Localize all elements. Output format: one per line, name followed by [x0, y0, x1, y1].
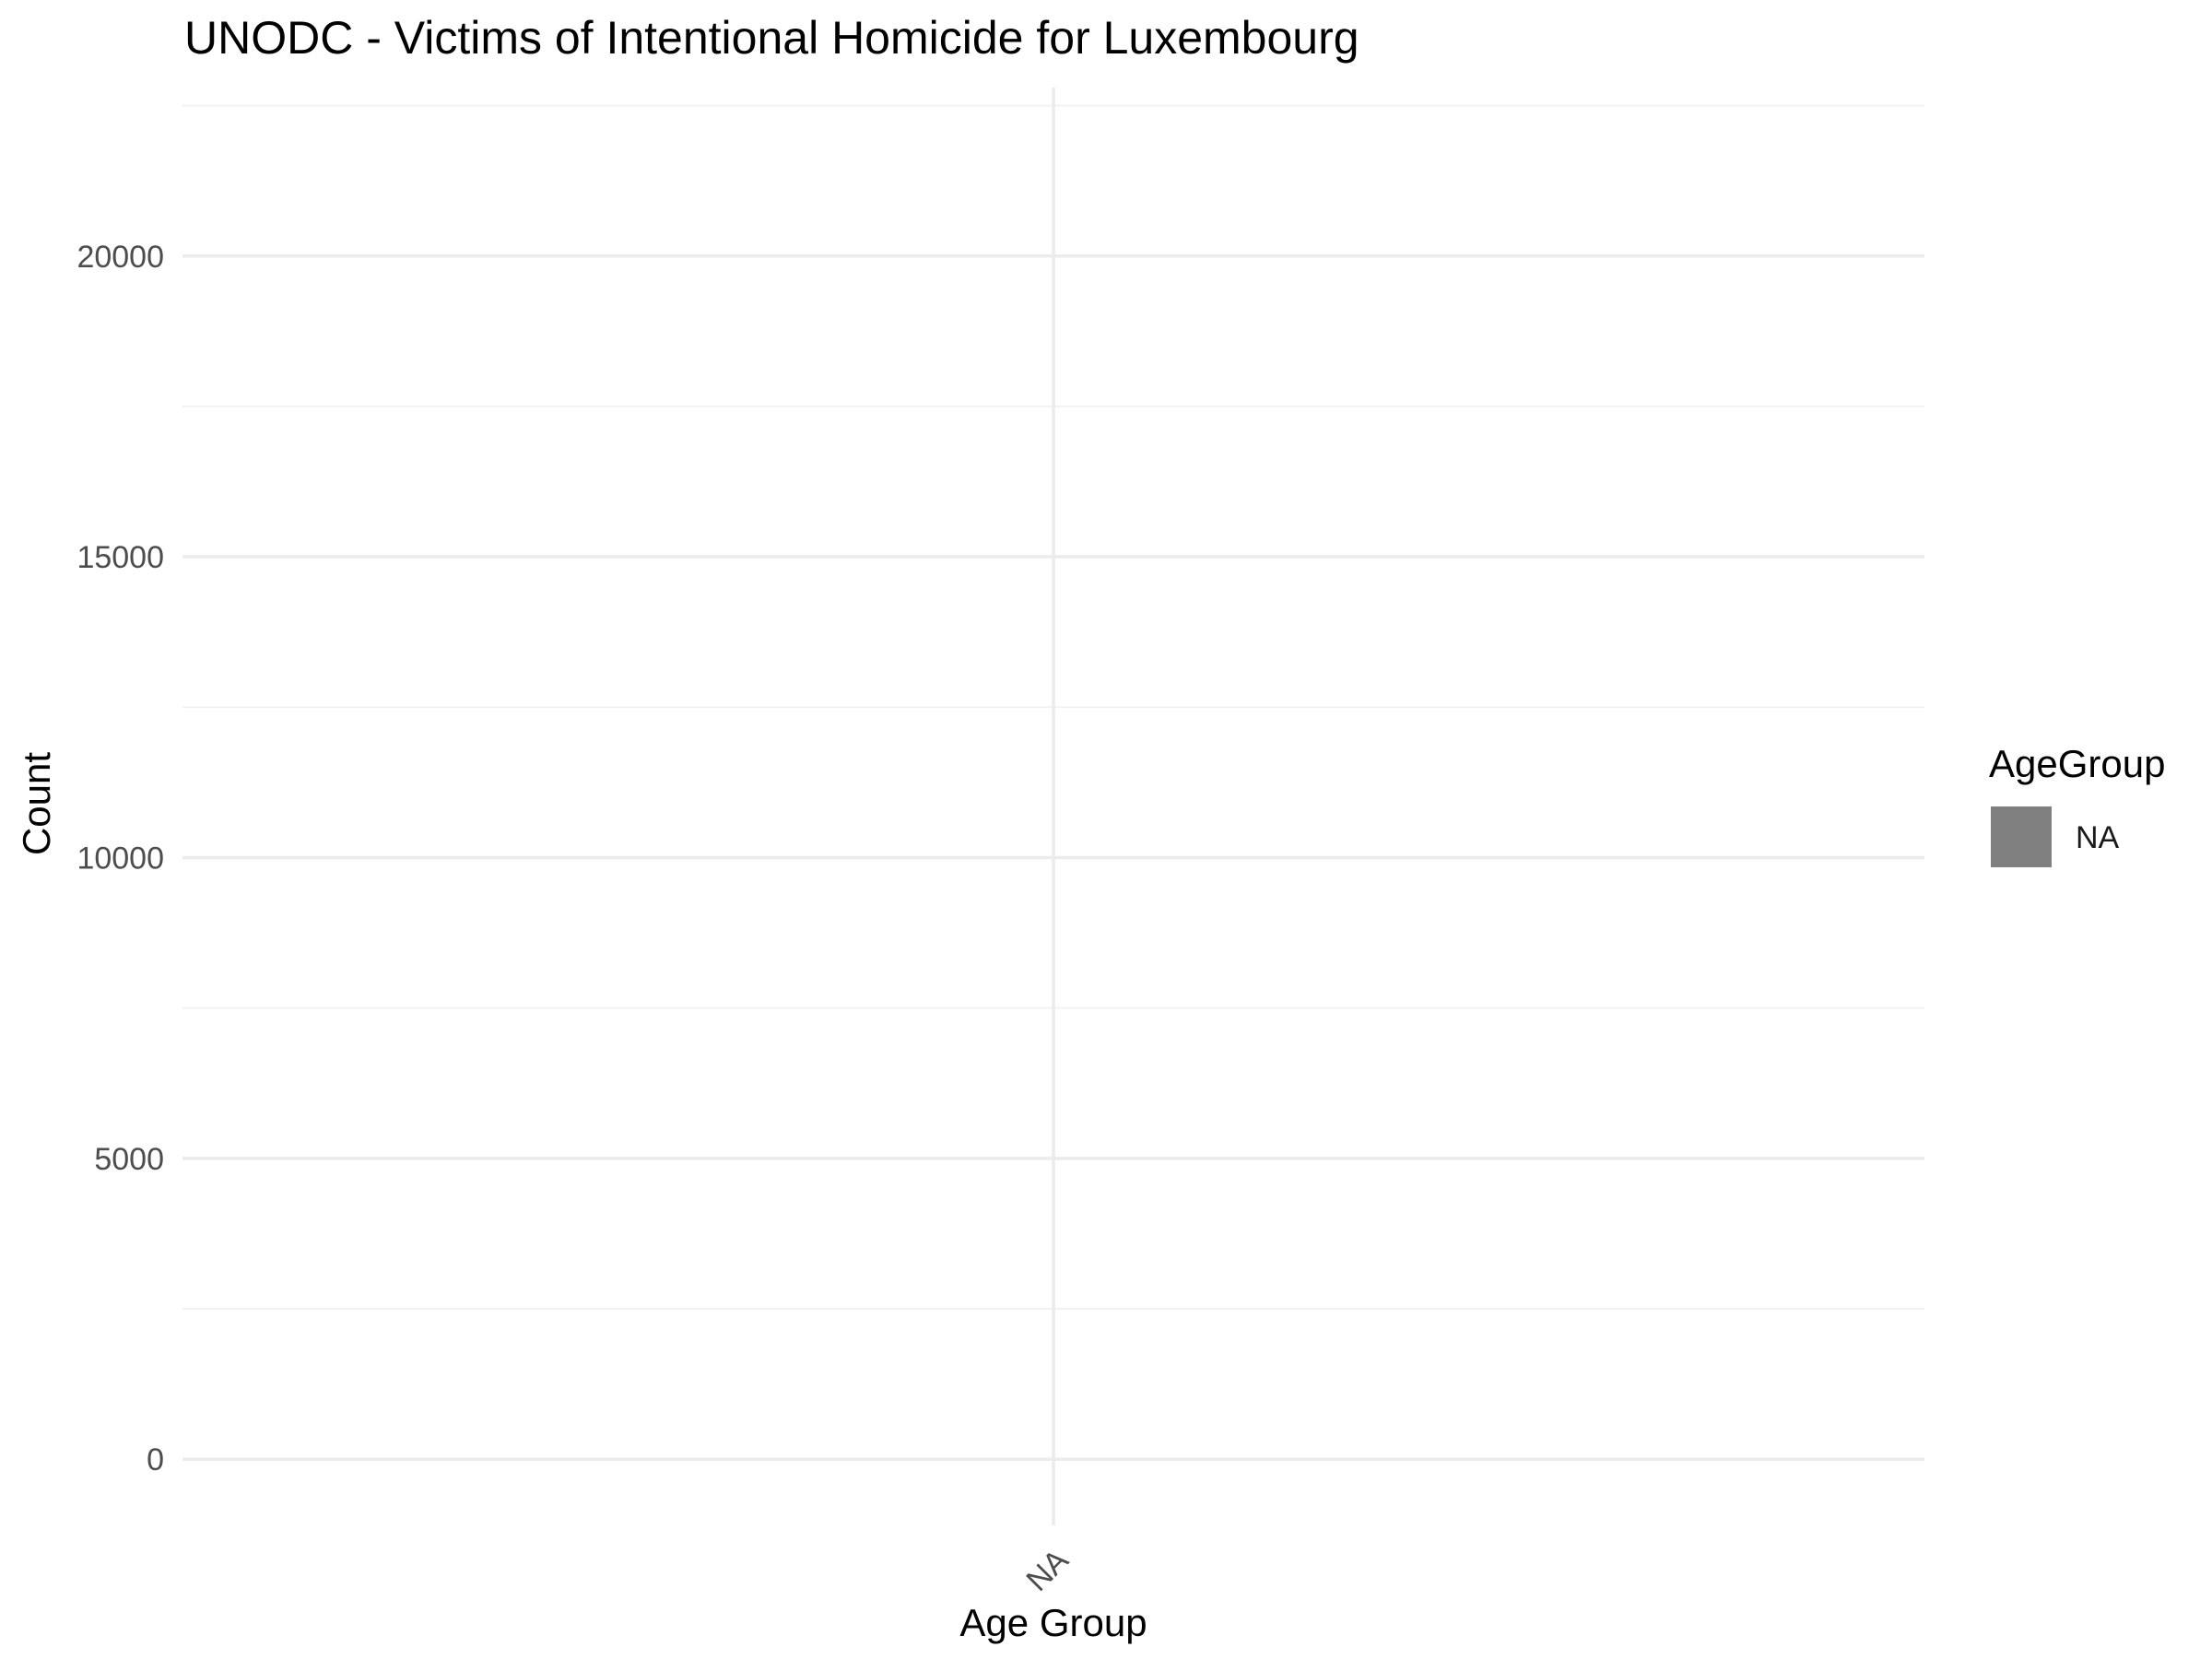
chart-title: UNODC - Victims of Intentional Homicide … [184, 12, 1359, 64]
legend-title: AgeGroup [1989, 742, 2165, 785]
y-tick-label: 10000 [76, 841, 164, 876]
grid-major [182, 88, 1924, 1525]
y-axis-ticks: 0 5000 10000 15000 20000 [76, 240, 164, 1477]
x-axis-title: Age Group [959, 1601, 1147, 1644]
plot-area [182, 88, 1924, 1525]
legend-label: NA [2076, 820, 2120, 855]
legend-swatch [1991, 806, 2052, 867]
legend-entries: NA [1991, 806, 2120, 867]
y-tick-label: 5000 [94, 1142, 164, 1177]
y-axis-title: Count [15, 752, 58, 855]
y-tick-label: 0 [147, 1442, 164, 1477]
y-tick-label: 15000 [76, 540, 164, 575]
y-tick-label: 20000 [76, 240, 164, 275]
legend: AgeGroup NA [1989, 742, 2165, 867]
